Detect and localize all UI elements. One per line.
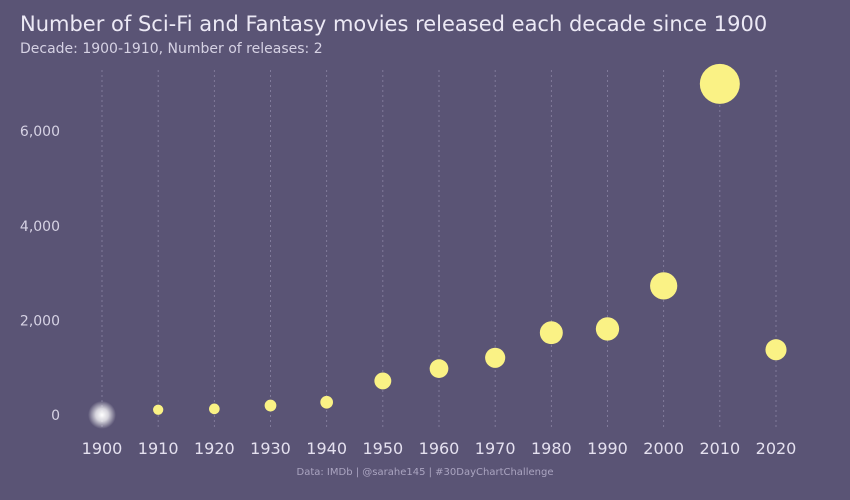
x-tick-label: 1960: [419, 439, 460, 458]
data-point[interactable]: [264, 399, 277, 412]
data-point[interactable]: [765, 339, 787, 361]
x-tick-label: 1980: [531, 439, 572, 458]
chart-caption: Data: IMDb | @sarahe145 | #30DayChartCha…: [296, 467, 554, 478]
chart-subtitle: Decade: 1900-1910, Number of releases: 2: [20, 41, 323, 57]
data-point[interactable]: [539, 321, 563, 345]
data-point[interactable]: [209, 403, 220, 415]
x-tick-label: 2010: [699, 439, 740, 458]
y-tick-label: 0: [51, 408, 60, 424]
x-tick-label: 2020: [756, 439, 797, 458]
data-point[interactable]: [429, 359, 449, 379]
data-point[interactable]: [485, 347, 506, 368]
data-point[interactable]: [650, 272, 678, 300]
x-tick-label: 1900: [82, 439, 123, 458]
x-tick-label: 1950: [362, 439, 403, 458]
x-tick-label: 1930: [250, 439, 291, 458]
data-point[interactable]: [374, 372, 392, 390]
data-point[interactable]: [153, 404, 164, 415]
data-point[interactable]: [699, 63, 740, 104]
chart-title: Number of Sci-Fi and Fantasy movies rele…: [20, 12, 768, 36]
y-tick-label: 4,000: [20, 219, 60, 235]
x-tick-label: 1910: [138, 439, 179, 458]
data-point[interactable]: [320, 395, 334, 409]
x-tick-label: 1920: [194, 439, 235, 458]
x-tick-label: 1990: [587, 439, 628, 458]
data-point-highlighted[interactable]: [88, 400, 116, 429]
data-point[interactable]: [595, 317, 620, 341]
y-tick-label: 6,000: [20, 124, 60, 140]
x-tick-label: 1940: [306, 439, 347, 458]
x-tick-label: 1970: [475, 439, 516, 458]
x-tick-label: 2000: [643, 439, 684, 458]
y-tick-label: 2,000: [20, 313, 60, 329]
